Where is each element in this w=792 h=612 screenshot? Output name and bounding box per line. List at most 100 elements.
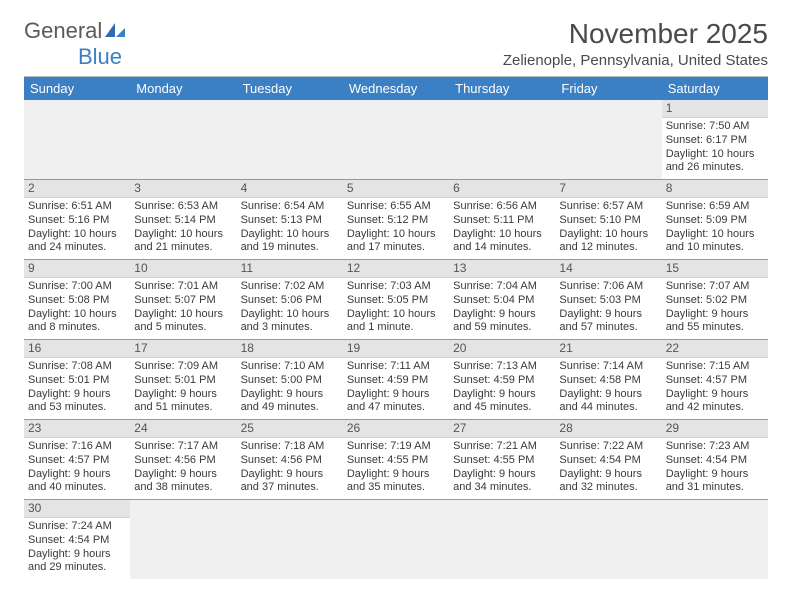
day-cell-empty <box>555 100 661 179</box>
day-cell: 7Sunrise: 6:57 AMSunset: 5:10 PMDaylight… <box>555 180 661 259</box>
day-cell: 21Sunrise: 7:14 AMSunset: 4:58 PMDayligh… <box>555 340 661 419</box>
month-title: November 2025 <box>503 18 768 50</box>
sunrise-line: Sunrise: 6:54 AM <box>241 200 339 214</box>
day-body: Sunrise: 6:59 AMSunset: 5:09 PMDaylight:… <box>662 198 768 259</box>
day-cell-empty <box>130 100 236 179</box>
day-cell-empty <box>449 100 555 179</box>
sunset-line: Sunset: 4:54 PM <box>666 454 764 468</box>
day-cell: 30Sunrise: 7:24 AMSunset: 4:54 PMDayligh… <box>24 500 130 579</box>
day-number: 8 <box>662 180 768 198</box>
weekday-friday: Friday <box>555 77 661 100</box>
day-cell: 9Sunrise: 7:00 AMSunset: 5:08 PMDaylight… <box>24 260 130 339</box>
day-number: 17 <box>130 340 236 358</box>
day-number: 29 <box>662 420 768 438</box>
sunrise-line: Sunrise: 7:03 AM <box>347 280 445 294</box>
sunset-line: Sunset: 4:57 PM <box>666 374 764 388</box>
logo-word1: General <box>24 18 102 43</box>
sunrise-line: Sunrise: 6:59 AM <box>666 200 764 214</box>
day-cell-empty <box>555 500 661 579</box>
day-body: Sunrise: 7:04 AMSunset: 5:04 PMDaylight:… <box>449 278 555 339</box>
day-number: 19 <box>343 340 449 358</box>
sunset-line: Sunset: 5:03 PM <box>559 294 657 308</box>
sunrise-line: Sunrise: 7:18 AM <box>241 440 339 454</box>
day-cell: 1Sunrise: 7:50 AMSunset: 6:17 PMDaylight… <box>662 100 768 179</box>
day-cell: 2Sunrise: 6:51 AMSunset: 5:16 PMDaylight… <box>24 180 130 259</box>
day-body: Sunrise: 7:03 AMSunset: 5:05 PMDaylight:… <box>343 278 449 339</box>
day-cell: 19Sunrise: 7:11 AMSunset: 4:59 PMDayligh… <box>343 340 449 419</box>
weekday-thursday: Thursday <box>449 77 555 100</box>
sunset-line: Sunset: 6:17 PM <box>666 134 764 148</box>
sunset-line: Sunset: 5:09 PM <box>666 214 764 228</box>
sunset-line: Sunset: 5:12 PM <box>347 214 445 228</box>
day-body: Sunrise: 7:02 AMSunset: 5:06 PMDaylight:… <box>237 278 343 339</box>
daylight-line: Daylight: 9 hours and 37 minutes. <box>241 468 339 496</box>
daylight-line: Daylight: 10 hours and 12 minutes. <box>559 228 657 256</box>
day-body: Sunrise: 7:06 AMSunset: 5:03 PMDaylight:… <box>555 278 661 339</box>
calendar-page: GeneralBlue November 2025 Zelienople, Pe… <box>0 0 792 579</box>
sunrise-line: Sunrise: 6:57 AM <box>559 200 657 214</box>
sunset-line: Sunset: 5:05 PM <box>347 294 445 308</box>
sunset-line: Sunset: 5:00 PM <box>241 374 339 388</box>
sunrise-line: Sunrise: 7:09 AM <box>134 360 232 374</box>
day-number: 14 <box>555 260 661 278</box>
daylight-line: Daylight: 9 hours and 53 minutes. <box>28 388 126 416</box>
daylight-line: Daylight: 9 hours and 32 minutes. <box>559 468 657 496</box>
day-body: Sunrise: 7:17 AMSunset: 4:56 PMDaylight:… <box>130 438 236 499</box>
sunrise-line: Sunrise: 7:10 AM <box>241 360 339 374</box>
daylight-line: Daylight: 10 hours and 14 minutes. <box>453 228 551 256</box>
weekday-header-row: SundayMondayTuesdayWednesdayThursdayFrid… <box>24 77 768 100</box>
week-row: 16Sunrise: 7:08 AMSunset: 5:01 PMDayligh… <box>24 340 768 420</box>
daylight-line: Daylight: 9 hours and 31 minutes. <box>666 468 764 496</box>
day-cell: 18Sunrise: 7:10 AMSunset: 5:00 PMDayligh… <box>237 340 343 419</box>
day-number: 26 <box>343 420 449 438</box>
day-cell: 15Sunrise: 7:07 AMSunset: 5:02 PMDayligh… <box>662 260 768 339</box>
sunrise-line: Sunrise: 7:11 AM <box>347 360 445 374</box>
day-cell: 28Sunrise: 7:22 AMSunset: 4:54 PMDayligh… <box>555 420 661 499</box>
day-cell: 25Sunrise: 7:18 AMSunset: 4:56 PMDayligh… <box>237 420 343 499</box>
daylight-line: Daylight: 10 hours and 21 minutes. <box>134 228 232 256</box>
day-body: Sunrise: 7:09 AMSunset: 5:01 PMDaylight:… <box>130 358 236 419</box>
day-cell: 11Sunrise: 7:02 AMSunset: 5:06 PMDayligh… <box>237 260 343 339</box>
daylight-line: Daylight: 9 hours and 51 minutes. <box>134 388 232 416</box>
day-number: 4 <box>237 180 343 198</box>
day-number: 28 <box>555 420 661 438</box>
day-number: 23 <box>24 420 130 438</box>
sunset-line: Sunset: 5:16 PM <box>28 214 126 228</box>
sunrise-line: Sunrise: 7:04 AM <box>453 280 551 294</box>
sunset-line: Sunset: 4:55 PM <box>453 454 551 468</box>
day-body: Sunrise: 7:07 AMSunset: 5:02 PMDaylight:… <box>662 278 768 339</box>
week-row: 23Sunrise: 7:16 AMSunset: 4:57 PMDayligh… <box>24 420 768 500</box>
sunset-line: Sunset: 4:58 PM <box>559 374 657 388</box>
daylight-line: Daylight: 10 hours and 24 minutes. <box>28 228 126 256</box>
sunset-line: Sunset: 5:08 PM <box>28 294 126 308</box>
day-number: 16 <box>24 340 130 358</box>
day-body: Sunrise: 7:01 AMSunset: 5:07 PMDaylight:… <box>130 278 236 339</box>
week-row: 9Sunrise: 7:00 AMSunset: 5:08 PMDaylight… <box>24 260 768 340</box>
weekday-saturday: Saturday <box>662 77 768 100</box>
day-number: 13 <box>449 260 555 278</box>
week-row: 30Sunrise: 7:24 AMSunset: 4:54 PMDayligh… <box>24 500 768 579</box>
day-body: Sunrise: 6:51 AMSunset: 5:16 PMDaylight:… <box>24 198 130 259</box>
day-cell-empty <box>343 100 449 179</box>
day-number: 25 <box>237 420 343 438</box>
daylight-line: Daylight: 10 hours and 26 minutes. <box>666 148 764 176</box>
day-body: Sunrise: 7:08 AMSunset: 5:01 PMDaylight:… <box>24 358 130 419</box>
sunset-line: Sunset: 4:56 PM <box>134 454 232 468</box>
sunrise-line: Sunrise: 7:21 AM <box>453 440 551 454</box>
daylight-line: Daylight: 10 hours and 8 minutes. <box>28 308 126 336</box>
calendar-body: 1Sunrise: 7:50 AMSunset: 6:17 PMDaylight… <box>24 100 768 579</box>
day-body: Sunrise: 7:13 AMSunset: 4:59 PMDaylight:… <box>449 358 555 419</box>
sunset-line: Sunset: 4:55 PM <box>347 454 445 468</box>
day-number: 9 <box>24 260 130 278</box>
daylight-line: Daylight: 9 hours and 57 minutes. <box>559 308 657 336</box>
day-body: Sunrise: 7:18 AMSunset: 4:56 PMDaylight:… <box>237 438 343 499</box>
day-cell-empty <box>449 500 555 579</box>
sunrise-line: Sunrise: 7:06 AM <box>559 280 657 294</box>
day-number: 24 <box>130 420 236 438</box>
day-number: 7 <box>555 180 661 198</box>
day-number: 12 <box>343 260 449 278</box>
day-cell: 12Sunrise: 7:03 AMSunset: 5:05 PMDayligh… <box>343 260 449 339</box>
day-number: 3 <box>130 180 236 198</box>
day-number: 22 <box>662 340 768 358</box>
sunset-line: Sunset: 5:01 PM <box>28 374 126 388</box>
